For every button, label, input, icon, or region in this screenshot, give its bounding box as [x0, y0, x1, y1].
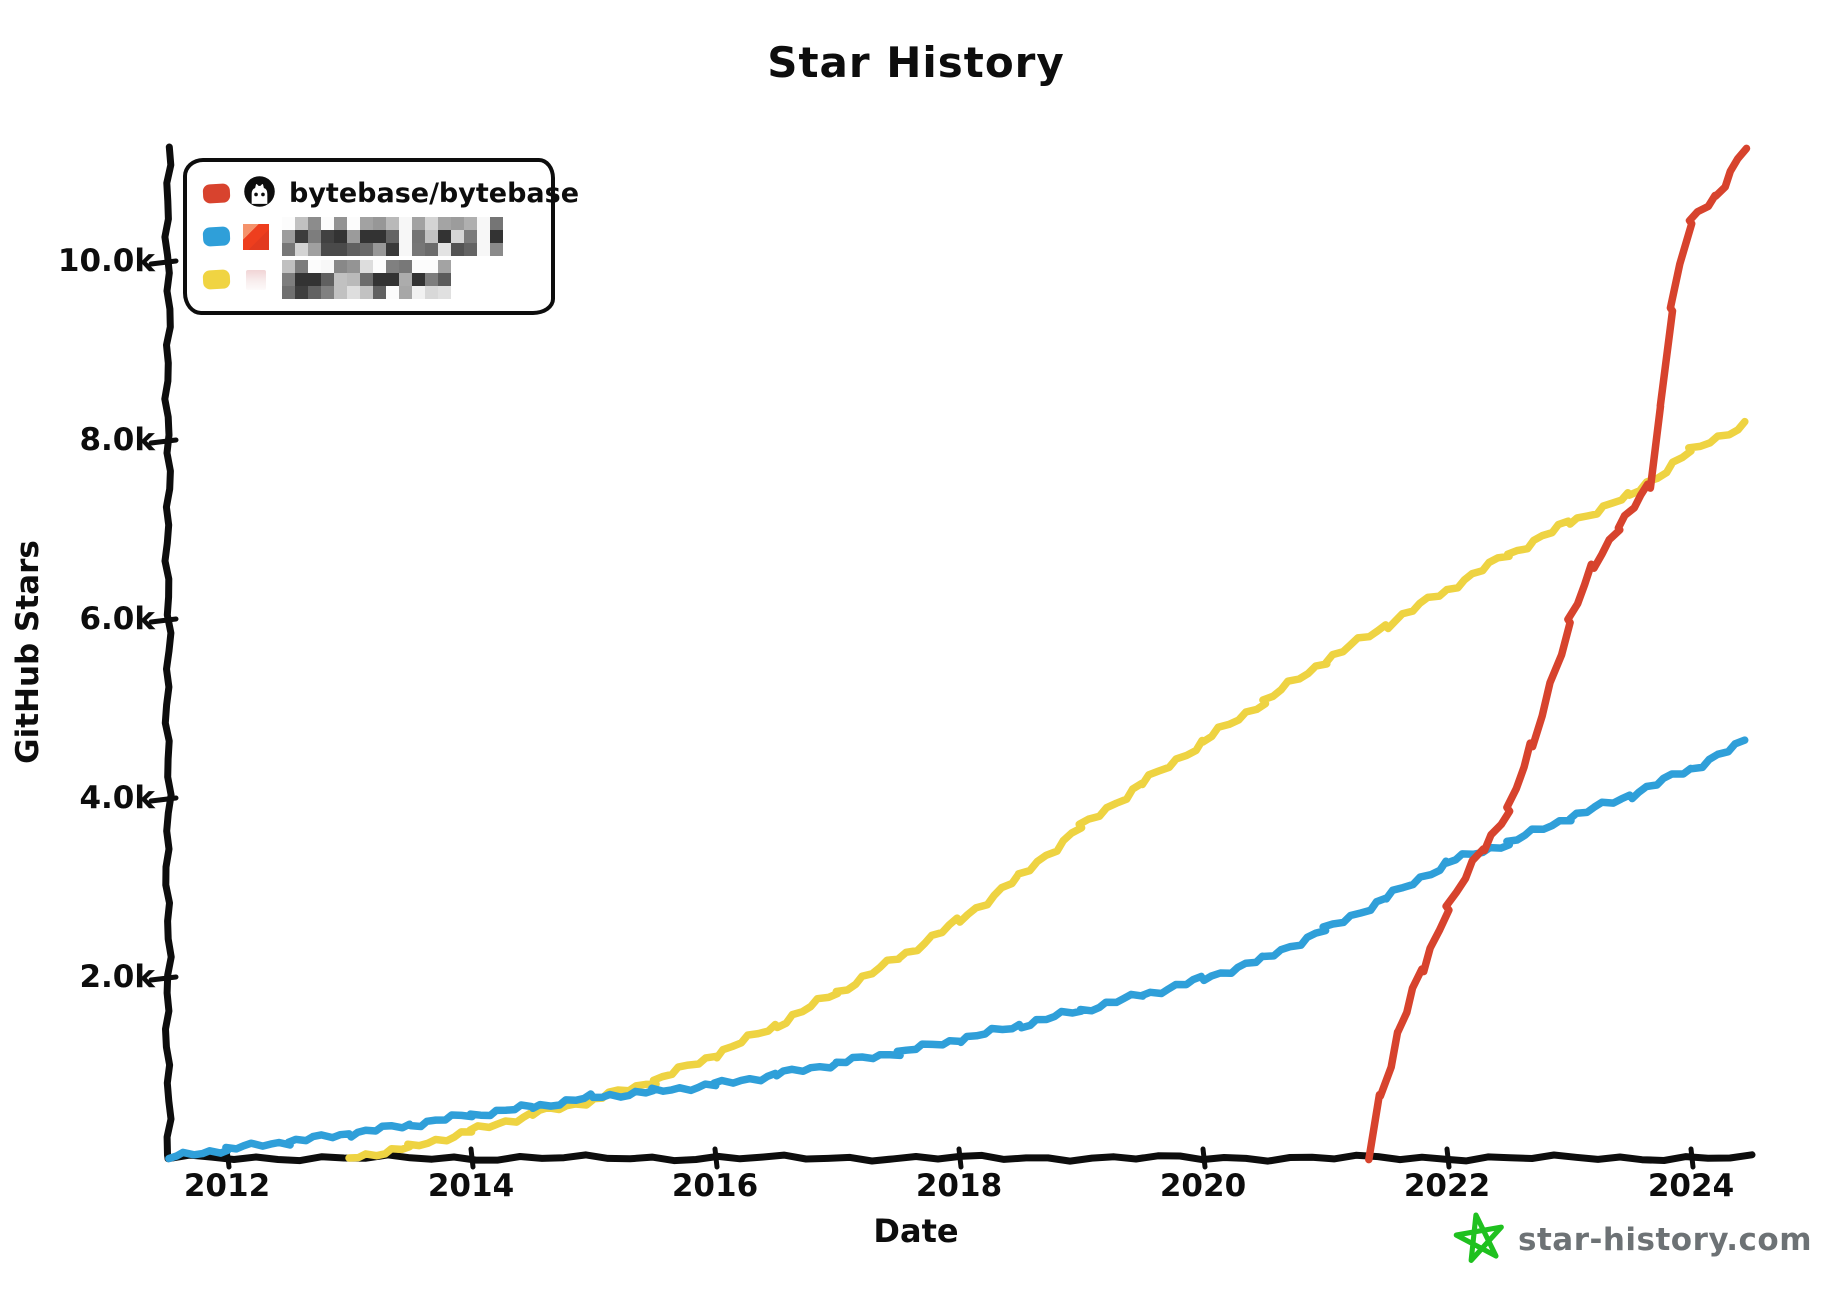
x-tick-label: 2024: [1647, 1168, 1735, 1204]
watermark-text[interactable]: star-history.com: [1518, 1222, 1813, 1258]
x-tick-label: 2020: [1159, 1168, 1247, 1204]
redacted-repo-name: [282, 260, 451, 299]
legend-label-bytebase: bytebase/bytebase: [289, 178, 580, 209]
x-axis-title: Date: [873, 1212, 959, 1250]
red-square-avatar: [243, 223, 269, 250]
series-line-redacted: [345, 417, 1749, 1162]
legend-row-redacted-2: [202, 260, 535, 299]
series-color-swatch-red: [202, 183, 231, 204]
x-tick-label: 2018: [915, 1168, 1003, 1204]
x-tick-label: 2022: [1403, 1168, 1491, 1204]
x-tick-label: 2016: [671, 1168, 759, 1204]
green-star-icon: [1452, 1210, 1508, 1270]
watermark[interactable]: star-history.com: [1452, 1210, 1812, 1270]
legend-row-bytebase: bytebase/bytebase: [202, 175, 579, 213]
y-tick-label: 4.0k: [79, 780, 155, 816]
legend: bytebase/bytebase: [183, 158, 579, 315]
y-tick-label: 10.0k: [57, 243, 155, 279]
pink-avatar: [246, 269, 266, 290]
axis-ticks: [148, 258, 1696, 1170]
legend-row-redacted-1: [202, 217, 535, 256]
series-color-swatch-blue: [202, 226, 231, 247]
x-tick-label: 2014: [427, 1168, 515, 1204]
axes: [161, 143, 1756, 1165]
github-icon: [243, 175, 276, 212]
y-axis-title: GitHub Stars: [10, 540, 46, 764]
x-tick-label: 2012: [183, 1168, 271, 1204]
series-line-bytebase: [1365, 144, 1751, 1164]
y-tick-label: 6.0k: [79, 601, 155, 637]
y-tick-label: 2.0k: [79, 959, 155, 995]
chart-title: Star History: [767, 38, 1065, 87]
y-tick-label: 8.0k: [79, 422, 155, 458]
redacted-repo-name: [282, 217, 503, 256]
series-color-swatch-yellow: [202, 269, 231, 290]
